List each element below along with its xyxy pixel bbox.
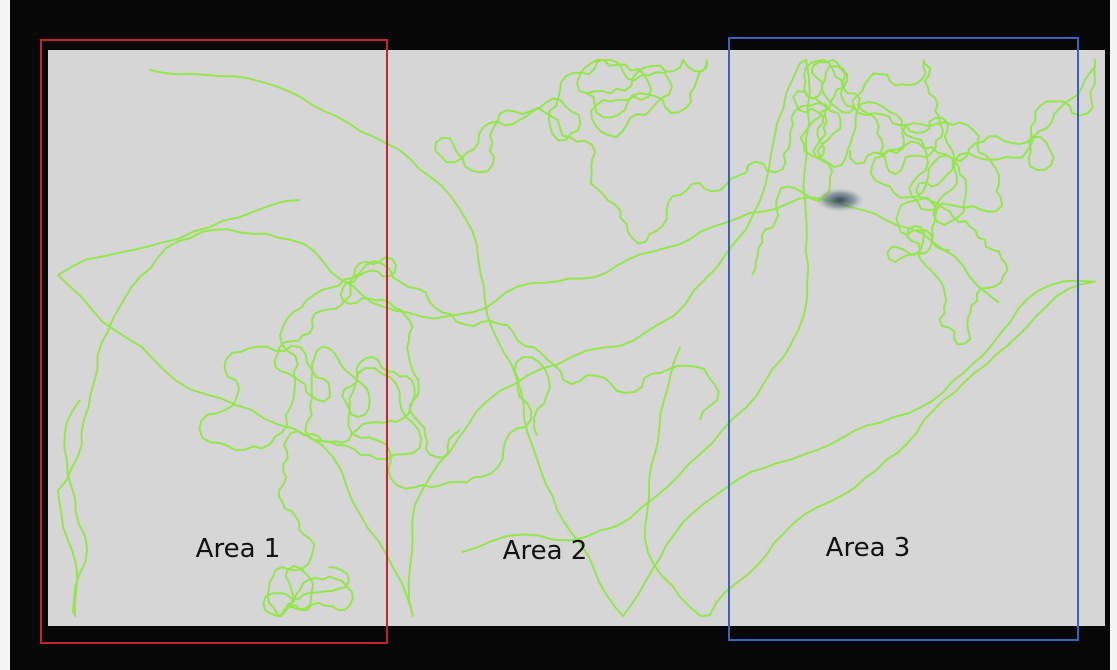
trajectory-segment bbox=[198, 260, 720, 490]
trajectory-segment bbox=[434, 59, 1096, 245]
trajectory-segment bbox=[57, 59, 811, 617]
area-label: Area 2 bbox=[503, 536, 588, 566]
area-label: Area 3 bbox=[826, 533, 911, 563]
area-label: Area 1 bbox=[196, 534, 281, 564]
trajectory-segment bbox=[751, 59, 1009, 346]
trajectory-segment bbox=[262, 256, 461, 617]
trajectory-segment bbox=[57, 196, 1000, 617]
trajectory-segment bbox=[149, 69, 1096, 617]
trajectory bbox=[57, 59, 1096, 617]
animal bbox=[816, 188, 864, 212]
arena bbox=[48, 50, 1105, 626]
area-1-box bbox=[40, 39, 388, 644]
area-3-box bbox=[728, 37, 1079, 641]
